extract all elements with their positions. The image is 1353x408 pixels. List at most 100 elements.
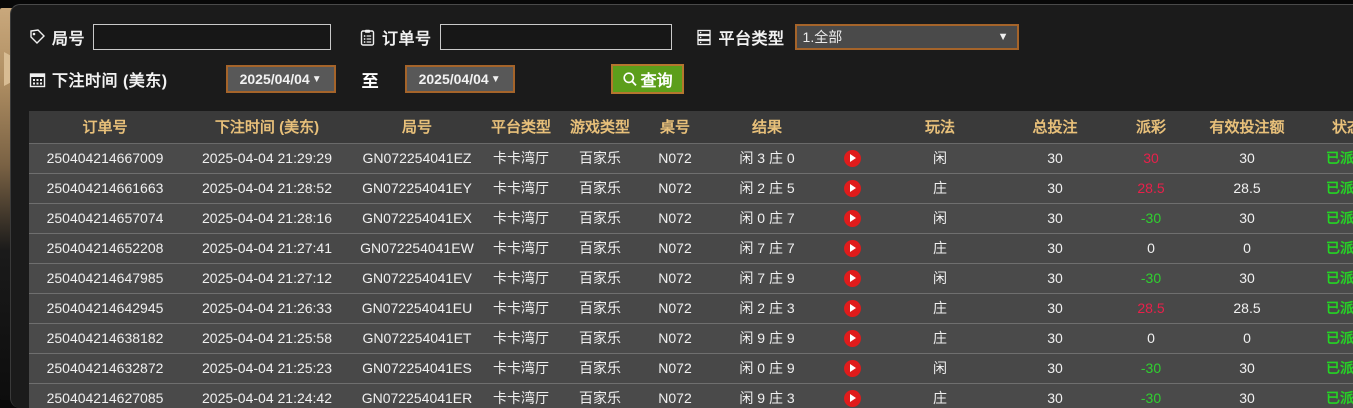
result-cell: 闲 2 庄 3 bbox=[711, 293, 823, 324]
filter-round-no-label: 局号 bbox=[52, 31, 86, 48]
game-type-cell: 百家乐 bbox=[561, 293, 639, 324]
chevron-down-icon: ▼ bbox=[997, 31, 1009, 43]
table-row[interactable]: 250404214647985 2025-04-04 21:27:12 GN0722… bbox=[29, 263, 1353, 294]
total-bet-cell: 30 bbox=[999, 173, 1111, 204]
table-no-cell: N072 bbox=[639, 323, 711, 354]
valid-bet-cell: 0 bbox=[1191, 233, 1303, 264]
th-table-no[interactable]: 桌号 bbox=[639, 111, 711, 144]
order-no-cell: 250404214627085 bbox=[29, 383, 181, 408]
platform-cell: 卡卡湾厅 bbox=[481, 203, 561, 234]
total-bet-cell: 30 bbox=[999, 203, 1111, 234]
order-no-cell: 250404214647985 bbox=[29, 263, 181, 294]
tag-icon bbox=[27, 27, 47, 47]
status-cell: 已派彩 bbox=[1303, 383, 1353, 408]
payout-cell: 0 bbox=[1111, 233, 1191, 264]
bet-time-cell: 2025-04-04 21:27:41 bbox=[181, 233, 353, 264]
search-icon bbox=[622, 71, 638, 87]
bet-time-cell: 2025-04-04 21:26:33 bbox=[181, 293, 353, 324]
play-circle-icon[interactable] bbox=[843, 179, 861, 197]
table-row[interactable]: 250404214661663 2025-04-04 21:28:52 GN0722… bbox=[29, 173, 1353, 204]
order-no-cell: 250404214638182 bbox=[29, 323, 181, 354]
table-no-cell: N072 bbox=[639, 233, 711, 264]
game-type-cell: 百家乐 bbox=[561, 383, 639, 408]
orders-table: 订单号 下注时间 (美东) 局号 平台类型 游戏类型 桌号 结果 玩法 总投注 … bbox=[29, 111, 1353, 408]
platform-cell: 卡卡湾厅 bbox=[481, 173, 561, 204]
total-bet-cell: 30 bbox=[999, 293, 1111, 324]
clipboard-icon bbox=[357, 27, 377, 47]
th-total-bet[interactable]: 总投注 bbox=[999, 111, 1111, 144]
round-no-cell: GN072254041EV bbox=[353, 263, 481, 294]
result-cell: 闲 7 庄 9 bbox=[711, 263, 823, 294]
table-row[interactable]: 250404214657074 2025-04-04 21:28:16 GN0722… bbox=[29, 203, 1353, 234]
th-valid-bet[interactable]: 有效投注额 bbox=[1191, 111, 1303, 144]
platform-cell: 卡卡湾厅 bbox=[481, 323, 561, 354]
valid-bet-cell: 30 bbox=[1191, 143, 1303, 174]
bet-time-cell: 2025-04-04 21:28:52 bbox=[181, 173, 353, 204]
bet-type-cell: 庄 bbox=[881, 323, 999, 354]
play-circle-icon[interactable] bbox=[843, 209, 861, 227]
th-bet-time[interactable]: 下注时间 (美东) bbox=[181, 111, 353, 144]
table-row[interactable]: 250404214642945 2025-04-04 21:26:33 GN0722… bbox=[29, 293, 1353, 324]
payout-cell: -30 bbox=[1111, 383, 1191, 408]
chevron-down-icon: ▼ bbox=[490, 73, 501, 85]
play-circle-icon[interactable] bbox=[843, 329, 861, 347]
th-status[interactable]: 状态 bbox=[1303, 111, 1353, 144]
bet-type-cell: 闲 bbox=[881, 203, 999, 234]
bet-time-to-datepicker[interactable]: 2025/04/04 ▼ bbox=[404, 65, 515, 93]
th-round-no[interactable]: 局号 bbox=[353, 111, 481, 144]
play-circle-icon[interactable] bbox=[843, 359, 861, 377]
round-no-cell: GN072254041EY bbox=[353, 173, 481, 204]
th-order-no[interactable]: 订单号 bbox=[29, 111, 181, 144]
platform-cell: 卡卡湾厅 bbox=[481, 263, 561, 294]
orders-table-scroll[interactable]: 订单号 下注时间 (美东) 局号 平台类型 游戏类型 桌号 结果 玩法 总投注 … bbox=[29, 111, 1353, 408]
table-row[interactable]: 250404214667009 2025-04-04 21:29:29 GN0722… bbox=[29, 143, 1353, 174]
game-type-cell: 百家乐 bbox=[561, 323, 639, 354]
bet-time-from-datepicker[interactable]: 2025/04/04 ▼ bbox=[225, 65, 336, 93]
play-circle-icon[interactable] bbox=[843, 299, 861, 317]
filter-bar: 局号 订单号 平台类型 1.全部 bbox=[11, 5, 1353, 105]
order-no-cell: 250404214642945 bbox=[29, 293, 181, 324]
table-row[interactable]: 250404214638182 2025-04-04 21:25:58 GN0722… bbox=[29, 323, 1353, 354]
table-row[interactable]: 250404214632872 2025-04-04 21:25:23 GN0722… bbox=[29, 353, 1353, 384]
play-circle-icon[interactable] bbox=[843, 239, 861, 257]
total-bet-cell: 30 bbox=[999, 263, 1111, 294]
replay-cell bbox=[823, 173, 881, 204]
table-row[interactable]: 250404214652208 2025-04-04 21:27:41 GN0722… bbox=[29, 233, 1353, 264]
calendar-icon bbox=[27, 69, 47, 89]
table-no-cell: N072 bbox=[639, 383, 711, 408]
table-no-cell: N072 bbox=[639, 173, 711, 204]
replay-cell bbox=[823, 383, 881, 408]
th-platform[interactable]: 平台类型 bbox=[481, 111, 561, 144]
result-cell: 闲 9 庄 9 bbox=[711, 323, 823, 354]
filter-row-2: 下注时间 (美东) 2025/04/04 ▼ 至 2025/04/04 ▼ 查询 bbox=[27, 61, 1353, 97]
platform-cell: 卡卡湾厅 bbox=[481, 233, 561, 264]
round-no-cell: GN072254041EX bbox=[353, 203, 481, 234]
th-bet-type[interactable]: 玩法 bbox=[881, 111, 999, 144]
play-circle-icon[interactable] bbox=[843, 269, 861, 287]
status-cell: 已派彩 bbox=[1303, 353, 1353, 384]
order-no-input[interactable] bbox=[439, 24, 672, 50]
bet-time-cell: 2025-04-04 21:29:29 bbox=[181, 143, 353, 174]
table-row[interactable]: 250404214627085 2025-04-04 21:24:42 GN0722… bbox=[29, 383, 1353, 408]
bet-time-to-value: 2025/04/04 bbox=[418, 71, 489, 87]
payout-cell: 0 bbox=[1111, 323, 1191, 354]
play-circle-icon[interactable] bbox=[843, 389, 861, 407]
status-cell: 已派彩 bbox=[1303, 143, 1353, 174]
bet-time-cell: 2025-04-04 21:24:42 bbox=[181, 383, 353, 408]
valid-bet-cell: 30 bbox=[1191, 203, 1303, 234]
search-button[interactable]: 查询 bbox=[610, 64, 684, 94]
game-type-cell: 百家乐 bbox=[561, 173, 639, 204]
th-payout[interactable]: 派彩 bbox=[1111, 111, 1191, 144]
play-circle-icon[interactable] bbox=[843, 149, 861, 167]
valid-bet-cell: 30 bbox=[1191, 383, 1303, 408]
table-header-row: 订单号 下注时间 (美东) 局号 平台类型 游戏类型 桌号 结果 玩法 总投注 … bbox=[29, 111, 1353, 144]
round-no-input[interactable] bbox=[93, 24, 332, 50]
total-bet-cell: 30 bbox=[999, 233, 1111, 264]
th-game-type[interactable]: 游戏类型 bbox=[561, 111, 639, 144]
game-type-cell: 百家乐 bbox=[561, 263, 639, 294]
filter-platform-type-label: 平台类型 bbox=[718, 31, 785, 48]
th-result[interactable]: 结果 bbox=[711, 111, 823, 144]
platform-type-select[interactable]: 1.全部 ▼ bbox=[794, 24, 1019, 50]
valid-bet-cell: 30 bbox=[1191, 263, 1303, 294]
payout-cell: -30 bbox=[1111, 353, 1191, 384]
